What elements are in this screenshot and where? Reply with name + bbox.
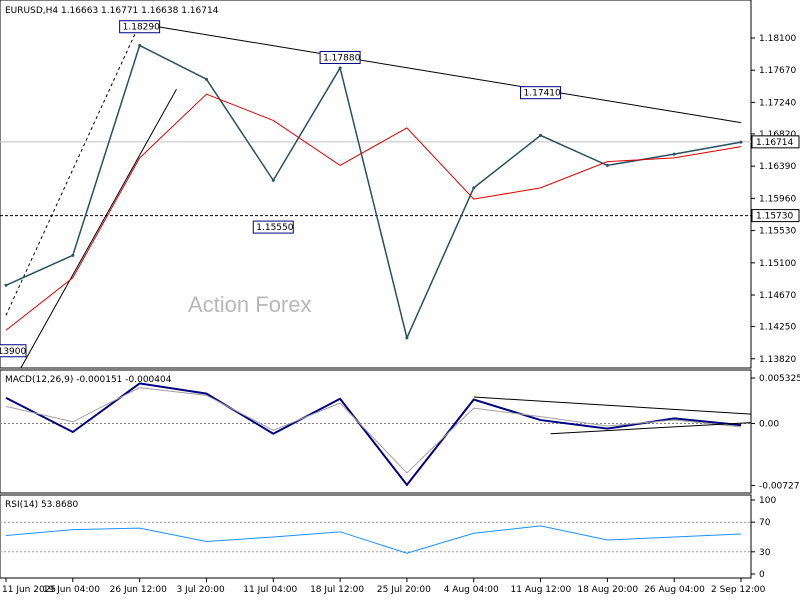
price-point [138,43,142,47]
price-tick-label: 1.15100 [759,259,796,269]
price-point [672,152,676,156]
time-tick-label: 19 Jun 04:00 [43,585,100,595]
swing-label-box [319,50,361,64]
price-tick-label: 1.14250 [759,323,796,333]
time-tick-label: 11 Jul 04:00 [243,585,297,595]
macd-tick-label: -0.007273 [759,482,800,492]
swing-label-box [252,220,294,234]
last-price-label: 1.16714 [756,138,793,148]
price-point [4,283,8,287]
time-tick-label: 4 Aug 04:00 [444,585,499,595]
price-tick-label: 1.17240 [759,98,796,108]
price-tick-label: 1.16820 [759,130,796,140]
support-price-label: 1.15730 [756,212,793,222]
macd-title: MACD(12,26,9) -0.000151 -0.000404 [5,375,172,385]
time-tick-label: 26 Aug 04:00 [644,585,705,595]
time-tick-label: 11 Jun 2025 [2,585,56,595]
price-series: 1.15730 1.16714 1.18290 1.17880 1.17410 1.155… [0,20,800,369]
macd-upper-trendline [473,396,752,415]
price-point [472,186,476,190]
time-tick-label: 3 Jul 20:00 [176,585,225,595]
price-tick-label: 1.17670 [759,66,796,76]
macd-lower-trendline [550,422,752,435]
swing-label: 1.13900 [0,347,26,357]
swing-label: 1.15550 [256,223,293,233]
rsi-panel [0,494,752,579]
price-tick-label: 1.18100 [759,34,796,44]
macd-tick-label: 0.00 [759,419,779,429]
price-point [405,336,409,340]
price-tick-label: 1.16390 [759,162,796,172]
rsi-tick-label: 100 [759,496,776,506]
price-tick-label: 1.13820 [759,355,796,365]
macd-line [5,382,742,487]
price-point [204,77,208,81]
swing-label-box [119,20,161,34]
last-price-box [751,135,800,149]
price-point [338,66,342,70]
price-point [539,133,543,137]
macd-series: 0.005325 0.00 -0.007273 [0,374,800,492]
price-point [739,140,743,144]
price-tick-label: 1.15960 [759,194,796,204]
rsi-tick-label: 30 [759,548,771,558]
swing-label-box [0,344,27,358]
price-axis: 1.18100 1.17670 1.17240 1.16820 1.16390 1.159… [751,34,796,365]
price-point [605,163,609,167]
swing-label: 1.17880 [323,53,360,63]
price-tick-label: 1.15530 [759,227,796,237]
rsi-tick-label: 0 [759,570,765,580]
channel-trendline [20,88,177,369]
price-point [71,253,75,257]
price-panel [0,0,752,369]
rsi-series: 100 70 30 0 [0,496,776,580]
chart-title: EURUSD,H4 1.16663 1.16771 1.16638 1.1671… [5,6,219,16]
rsi-line [5,525,742,554]
time-tick-label: 26 Jun 12:00 [110,585,167,595]
macd-signal-line [5,387,742,474]
swing-label: 1.18290 [123,23,160,33]
macd-panel [0,369,752,494]
rsi-title: RSI(14) 53.8680 [5,500,78,510]
time-tick-label: 2 Sep 12:00 [711,585,766,595]
time-tick-label: 25 Jul 20:00 [377,585,431,595]
time-tick-label: 18 Aug 20:00 [577,585,638,595]
time-tick-label: 18 Jul 12:00 [310,585,364,595]
macd-tick-label: 0.005325 [759,374,800,384]
swing-label: 1.17410 [524,89,561,99]
resistance-trendline [139,23,742,124]
time-tick-label: 11 Aug 12:00 [511,585,572,595]
support-price-box [751,209,800,223]
price-point [271,178,275,182]
ma-line [5,93,742,331]
rsi-tick-label: 70 [759,518,771,528]
price-tick-label: 1.14670 [759,291,796,301]
watermark: Action Forex [188,292,312,317]
price-line [5,44,742,341]
swing-label-box [520,86,562,100]
